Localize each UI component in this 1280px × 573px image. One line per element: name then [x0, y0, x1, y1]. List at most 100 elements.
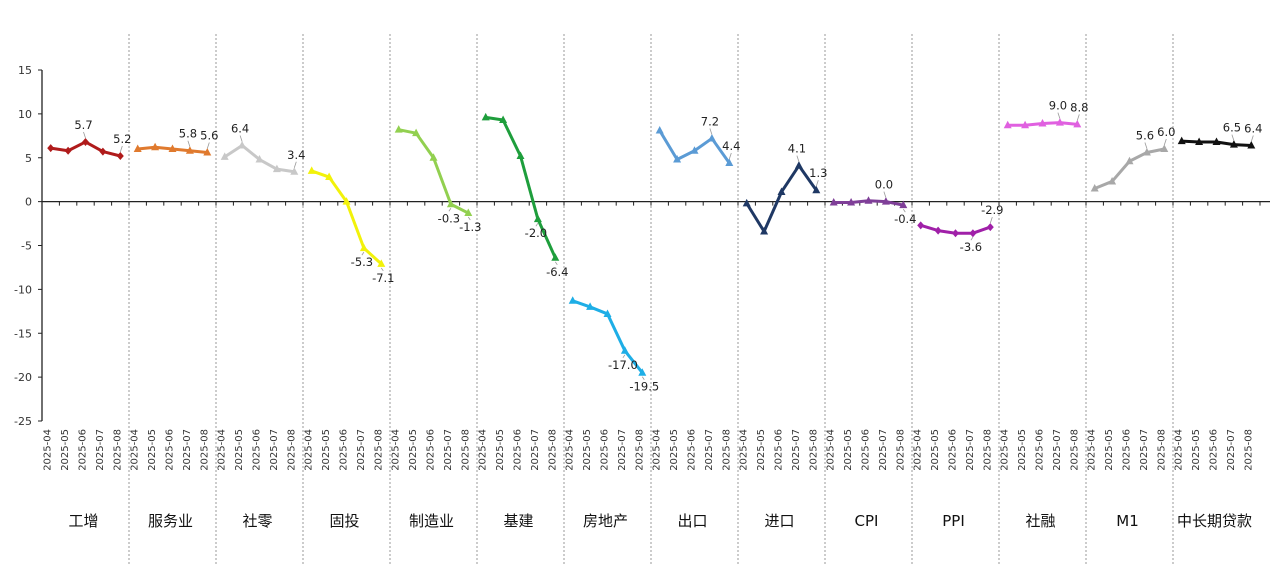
series-8: 4.11.3	[742, 142, 827, 235]
x-tick-label: 2025-05	[843, 429, 854, 471]
data-point	[794, 161, 803, 169]
y-tick-label: -5	[21, 240, 32, 253]
data-point	[725, 158, 734, 167]
x-tick-label: 2025-06	[861, 429, 872, 471]
data-point	[1038, 119, 1047, 127]
y-tick-label: -10	[14, 283, 32, 296]
data-point	[603, 309, 612, 317]
x-tick-label: 2025-06	[600, 429, 611, 471]
x-tick-label: 2025-05	[60, 429, 71, 471]
label-leader	[883, 191, 887, 198]
label-leader	[1057, 112, 1061, 119]
y-tick-label: 0	[25, 196, 32, 209]
data-point	[290, 167, 299, 175]
data-point	[568, 296, 577, 304]
x-tick-label: 2025-04	[217, 429, 228, 471]
data-point	[99, 147, 107, 156]
data-label: 6.4	[1244, 121, 1262, 135]
series-11: 9.0 8.8	[1003, 99, 1088, 129]
data-point	[1055, 118, 1064, 126]
x-tick-label: 2025-05	[234, 429, 245, 471]
data-label: 8.8	[1070, 100, 1088, 114]
x-tick-label: 2025-07	[704, 429, 715, 471]
x-tick-label: 2025-08	[808, 429, 819, 471]
x-tick-label: 2025-05	[1017, 429, 1028, 471]
data-point	[533, 214, 542, 223]
label-leader	[535, 222, 539, 227]
data-point	[1142, 147, 1151, 156]
data-label: -0.3	[438, 211, 460, 225]
data-label: -2.9	[981, 203, 1003, 217]
x-tick-label: 2025-06	[948, 429, 959, 471]
data-point	[151, 142, 160, 151]
label-leader	[1250, 135, 1254, 142]
data-point	[203, 147, 212, 156]
x-tick-label: 2025-04	[913, 429, 924, 471]
data-point	[673, 155, 682, 163]
x-tick-label: 2025-08	[1243, 429, 1254, 471]
label-leader	[448, 208, 452, 212]
category-label: 制造业	[409, 512, 454, 530]
x-tick-label: 2025-08	[1069, 429, 1080, 471]
data-label: 7.2	[701, 114, 719, 128]
x-tick-label: 2025-07	[878, 429, 889, 471]
series-10: -3.6 -2.9	[917, 203, 1004, 254]
x-tick-label: 2025-06	[1122, 429, 1133, 471]
data-point	[864, 196, 873, 204]
data-point	[47, 144, 55, 153]
data-point	[586, 302, 595, 310]
x-tick-label: 2025-05	[756, 429, 767, 471]
data-point	[255, 155, 264, 163]
y-tick-label: 15	[18, 64, 32, 77]
series-4: -0.3-1.3	[394, 125, 482, 234]
data-point	[969, 229, 977, 238]
data-point	[1125, 156, 1134, 165]
data-point	[1090, 183, 1099, 192]
series-line	[397, 128, 470, 215]
data-point	[516, 151, 525, 159]
data-point	[116, 151, 124, 160]
data-label: -0.4	[894, 212, 916, 226]
x-tick-label: 2025-05	[669, 429, 680, 471]
series-line	[310, 169, 383, 266]
x-tick-label: 2025-08	[199, 429, 210, 471]
label-leader	[554, 261, 558, 266]
x-tick-label: 2025-08	[721, 429, 732, 471]
data-label: -19.5	[629, 380, 659, 394]
category-label: M1	[1116, 512, 1139, 530]
series-2: 6.4 3.4	[220, 121, 305, 175]
label-leader	[641, 376, 645, 380]
x-tick-label: 2025-08	[112, 429, 123, 471]
data-label: 5.8	[179, 127, 197, 141]
data-label: -6.4	[546, 265, 568, 279]
label-leader	[83, 131, 86, 139]
data-point	[1195, 137, 1204, 145]
label-leader	[622, 354, 626, 359]
label-leader	[380, 267, 384, 272]
label-leader	[815, 180, 819, 187]
data-point	[1003, 120, 1012, 129]
series-6: -17.0 -19.5	[568, 296, 659, 394]
x-tick-label: 2025-04	[1087, 429, 1098, 471]
data-point	[655, 126, 664, 134]
category-label: 房地产	[583, 512, 628, 530]
category-label: 社零	[242, 512, 272, 530]
data-point	[238, 140, 247, 149]
label-leader	[728, 152, 732, 160]
data-point	[1160, 144, 1169, 152]
data-label: -7.1	[372, 271, 394, 285]
data-point	[272, 164, 281, 173]
series-7: 7.24.4	[655, 114, 740, 167]
x-tick-label: 2025-07	[530, 429, 541, 471]
data-label: 5.6	[1136, 128, 1154, 142]
y-tick-label: 10	[18, 108, 32, 121]
category-label: 中长期贷款	[1177, 512, 1252, 530]
x-tick-label: 2025-04	[652, 429, 663, 471]
data-point	[185, 146, 194, 154]
x-tick-label: 2025-05	[1104, 429, 1115, 471]
x-tick-label: 2025-07	[1226, 429, 1237, 471]
data-point	[133, 144, 142, 152]
label-leader	[119, 145, 123, 153]
data-point	[412, 128, 421, 137]
